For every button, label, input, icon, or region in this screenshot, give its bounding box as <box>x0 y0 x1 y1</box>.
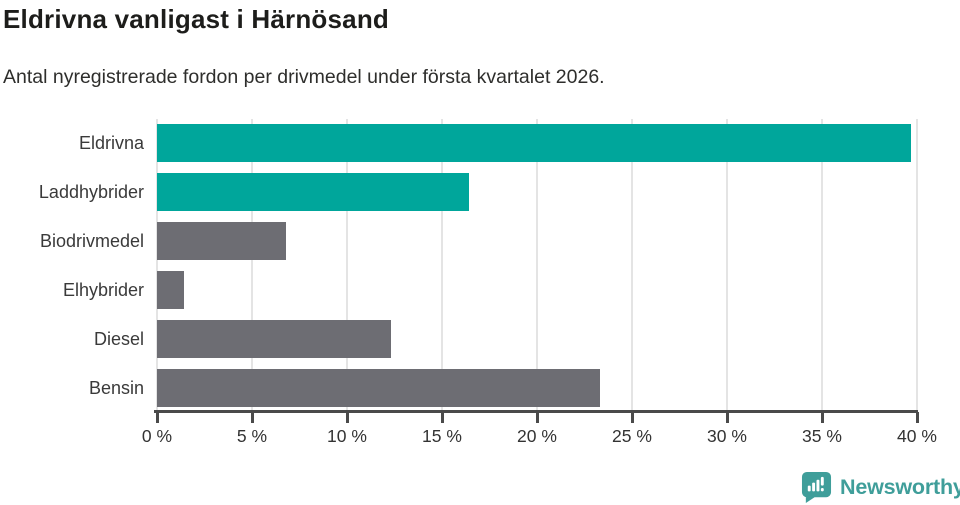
category-labels-column: Eldrivna Laddhybrider Biodrivmedel Elhybrid… <box>0 119 144 410</box>
x-axis-tick <box>725 412 729 423</box>
x-axis-tick-label: 10 % <box>327 426 367 446</box>
x-axis-tick <box>155 412 159 423</box>
x-axis-tick <box>820 412 824 423</box>
newsworthy-logo: Newsworthy <box>801 471 960 504</box>
x-axis-tick-label: 35 % <box>802 426 842 446</box>
gridline <box>251 119 253 410</box>
category-label: Diesel <box>93 329 144 349</box>
category-label: Biodrivmedel <box>39 231 144 251</box>
x-axis-tick-label: 0 % <box>141 426 173 446</box>
gridline <box>631 119 633 410</box>
x-axis-tick-label: 20 % <box>517 426 557 446</box>
x-axis-tick-label: 40 % <box>897 426 937 446</box>
bar <box>157 222 287 260</box>
x-axis-tick-label: 25 % <box>612 426 652 446</box>
bar <box>157 271 184 309</box>
x-axis-tick <box>915 412 919 423</box>
category-label: Elhybrider <box>62 280 144 300</box>
x-axis-tick <box>345 412 349 423</box>
category-label: Bensin <box>88 378 144 398</box>
gridline <box>916 119 918 410</box>
bar <box>157 369 600 407</box>
gridline <box>821 119 823 410</box>
gridline <box>156 119 158 410</box>
gridline <box>346 119 348 410</box>
x-axis-tick <box>535 412 539 423</box>
gridline <box>536 119 538 410</box>
bar <box>157 173 469 211</box>
bar <box>157 320 391 358</box>
x-axis-tick <box>630 412 634 423</box>
category-label: Laddhybrider <box>38 182 144 202</box>
chart-title: Eldrivna vanligast i Härnösand <box>3 4 389 34</box>
category-label: Eldrivna <box>78 133 144 153</box>
chart-subtitle: Antal nyregistrerade fordon per drivmede… <box>3 66 605 88</box>
x-axis-tick-label: 30 % <box>707 426 747 446</box>
gridline <box>441 119 443 410</box>
x-axis-tick <box>440 412 444 423</box>
x-axis: 0 % 5 % 10 % 15 % 20 % 25 % 30 % 35 % 40 % <box>142 410 937 460</box>
newsworthy-logo-text: Newsworthy <box>840 475 960 499</box>
newsworthy-logo-icon <box>801 471 832 504</box>
x-axis-tick-label: 15 % <box>422 426 462 446</box>
x-axis-tick <box>250 412 254 423</box>
x-axis-line <box>154 410 918 413</box>
gridline <box>726 119 728 410</box>
bar <box>157 124 912 162</box>
x-axis-tick-label: 5 % <box>236 426 268 446</box>
plot-area <box>156 119 918 410</box>
